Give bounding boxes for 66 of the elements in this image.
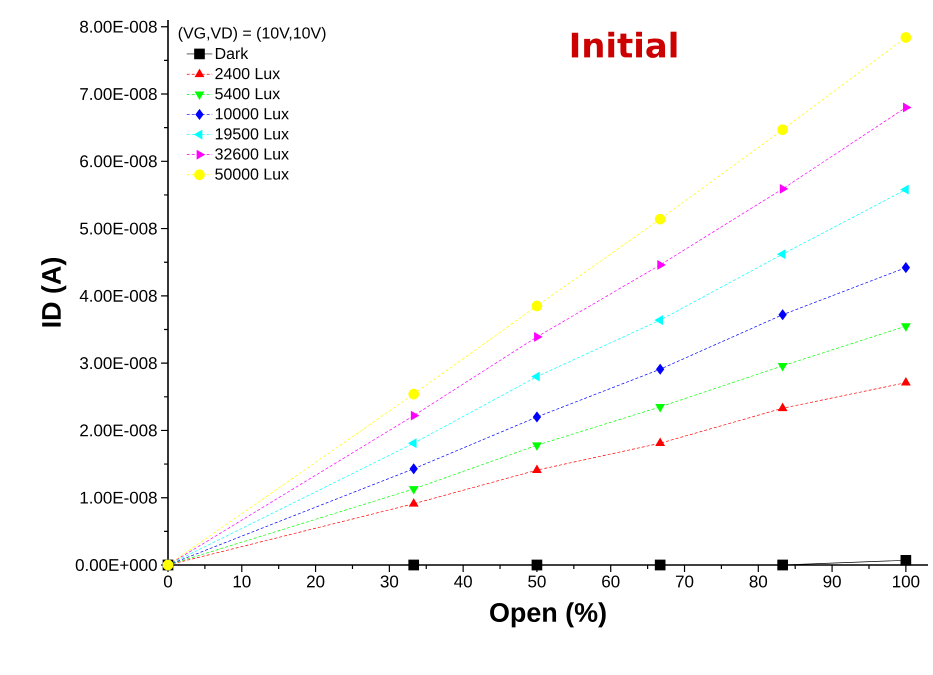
point bbox=[532, 464, 542, 473]
point bbox=[408, 560, 420, 570]
legend-label: Dark bbox=[216, 47, 248, 60]
point bbox=[532, 560, 542, 570]
y-tick-label: 1.00E-008 bbox=[80, 492, 157, 504]
point bbox=[656, 438, 665, 446]
x-tick-label: 90 bbox=[823, 575, 841, 588]
y-axis-title: ID (A) bbox=[41, 258, 66, 327]
legend-title: (VG,VD) = (10V,10V) bbox=[178, 26, 326, 42]
y-tick-label: 5.00E-008 bbox=[80, 222, 157, 235]
point bbox=[654, 560, 666, 570]
point bbox=[656, 404, 665, 412]
x-tick-label: 40 bbox=[454, 575, 472, 588]
point bbox=[777, 560, 788, 570]
y-tick-label: 6.00E-008 bbox=[80, 155, 157, 168]
x-tick-label: 100 bbox=[893, 575, 920, 588]
point bbox=[780, 184, 788, 194]
point bbox=[777, 124, 788, 135]
point bbox=[657, 260, 666, 270]
point bbox=[409, 486, 418, 494]
point bbox=[656, 364, 664, 375]
x-axis-title: Open (%) bbox=[490, 602, 606, 628]
point bbox=[408, 438, 417, 448]
point bbox=[900, 184, 909, 194]
x-tick-label: 0 bbox=[164, 575, 172, 588]
y-tick-label: 3.00E-008 bbox=[80, 357, 157, 370]
point bbox=[778, 309, 787, 320]
point bbox=[534, 332, 542, 342]
y-tick-label: 2.00E-008 bbox=[80, 424, 157, 436]
y-tick-label: 4.00E-008 bbox=[80, 290, 157, 302]
x-tick-label: 10 bbox=[234, 575, 251, 588]
y-tick-label: 7.00E-008 bbox=[80, 88, 157, 100]
legend-label: 2400 Lux bbox=[215, 68, 280, 80]
x-tick-label: 30 bbox=[380, 575, 398, 588]
point bbox=[532, 372, 540, 382]
point bbox=[900, 554, 912, 566]
y-tick-label: 0.00E+000 bbox=[76, 559, 157, 571]
point bbox=[409, 498, 418, 507]
point bbox=[532, 442, 542, 451]
legend-label: 50000 Lux bbox=[215, 168, 289, 180]
legend-label: 10000 Lux bbox=[216, 108, 289, 120]
legend-label: 32600 Lux bbox=[215, 148, 289, 160]
chart-title: Initial bbox=[572, 32, 676, 58]
point bbox=[408, 388, 420, 400]
x-tick-label: 70 bbox=[676, 575, 694, 588]
point bbox=[410, 410, 420, 420]
point bbox=[900, 32, 912, 43]
point bbox=[654, 214, 666, 224]
x-tick-label: 50 bbox=[528, 575, 546, 588]
point bbox=[532, 300, 542, 312]
legend-label: 5400 Lux bbox=[215, 88, 280, 100]
point bbox=[778, 402, 788, 412]
legend-label: 19500 Lux bbox=[216, 128, 289, 140]
point bbox=[410, 463, 418, 474]
point bbox=[777, 249, 786, 259]
point bbox=[532, 412, 542, 422]
point bbox=[902, 262, 910, 273]
x-tick-label: 80 bbox=[750, 575, 768, 588]
y-tick-label: 8.00E-008 bbox=[80, 20, 157, 33]
point bbox=[901, 323, 911, 332]
x-tick-label: 60 bbox=[602, 575, 620, 588]
x-tick-label: 20 bbox=[307, 575, 324, 588]
point bbox=[903, 102, 912, 112]
point bbox=[654, 315, 663, 325]
point bbox=[901, 377, 911, 386]
point bbox=[778, 363, 788, 372]
